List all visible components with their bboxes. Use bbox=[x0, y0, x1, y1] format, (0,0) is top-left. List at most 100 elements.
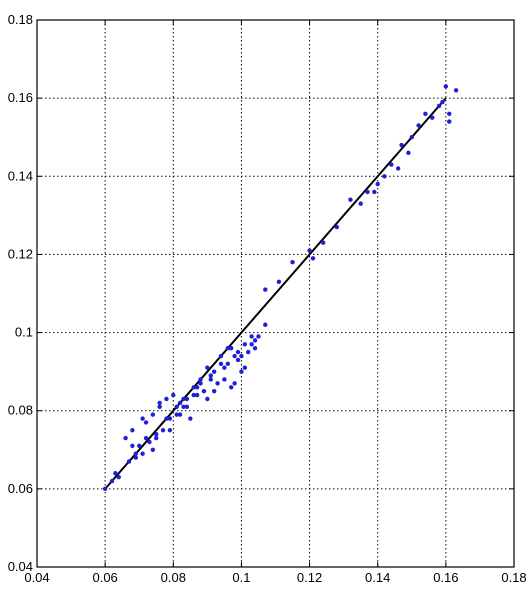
data-point bbox=[130, 428, 135, 433]
data-point bbox=[242, 365, 248, 370]
data-point bbox=[184, 396, 190, 402]
data-point bbox=[157, 400, 162, 406]
data-point bbox=[164, 416, 169, 421]
data-point bbox=[225, 361, 230, 367]
fit-line bbox=[104, 97, 447, 490]
data-point bbox=[430, 115, 435, 120]
data-points bbox=[102, 84, 459, 492]
data-point bbox=[242, 342, 248, 347]
data-point bbox=[126, 459, 132, 464]
x-tick-label: 0.16 bbox=[433, 570, 458, 585]
data-point bbox=[205, 396, 210, 402]
data-point bbox=[310, 256, 316, 261]
data-point bbox=[116, 474, 121, 480]
data-point bbox=[174, 412, 179, 417]
x-tick-label: 0.14 bbox=[365, 570, 390, 585]
data-point bbox=[109, 478, 115, 484]
data-point bbox=[372, 189, 377, 195]
data-point bbox=[177, 400, 183, 406]
data-point bbox=[440, 99, 445, 105]
y-axis-ticks: 0.04 0.06 0.08 0.1 0.12 0.14 0.16 0.18 bbox=[8, 12, 514, 574]
data-point bbox=[443, 84, 449, 89]
data-point bbox=[191, 392, 196, 398]
data-point bbox=[208, 377, 213, 382]
data-point bbox=[201, 388, 207, 394]
data-point bbox=[218, 361, 224, 367]
data-point bbox=[215, 381, 220, 386]
data-point bbox=[447, 111, 452, 116]
data-point bbox=[225, 346, 230, 351]
y-tick-label: 0.12 bbox=[8, 246, 33, 261]
data-point bbox=[147, 439, 152, 445]
data-point bbox=[130, 443, 135, 449]
data-point bbox=[171, 392, 176, 398]
data-point bbox=[222, 365, 227, 370]
data-point bbox=[252, 346, 258, 351]
data-point bbox=[382, 174, 387, 179]
data-point bbox=[208, 373, 213, 378]
data-point bbox=[194, 385, 200, 390]
data-point bbox=[321, 240, 326, 245]
data-point bbox=[252, 338, 258, 343]
data-point bbox=[188, 416, 193, 421]
x-tick-label: 0.08 bbox=[161, 570, 186, 585]
data-point bbox=[423, 111, 428, 116]
data-point bbox=[205, 365, 210, 370]
data-point bbox=[150, 447, 156, 452]
data-point bbox=[395, 166, 401, 171]
y-tick-label: 0.04 bbox=[8, 559, 33, 574]
data-point bbox=[150, 412, 156, 417]
grid-lines bbox=[37, 20, 514, 567]
data-point bbox=[167, 428, 173, 433]
y-tick-label: 0.16 bbox=[8, 90, 33, 105]
data-point bbox=[389, 162, 394, 167]
data-point bbox=[256, 334, 261, 339]
data-point bbox=[249, 342, 254, 347]
plot-frame bbox=[36, 19, 515, 568]
y-tick-label: 0.1 bbox=[15, 325, 33, 340]
data-point bbox=[436, 103, 442, 109]
data-point bbox=[416, 123, 421, 128]
y-tick-label: 0.18 bbox=[8, 12, 33, 27]
data-point bbox=[365, 189, 370, 195]
data-point bbox=[211, 369, 217, 374]
data-point bbox=[211, 388, 217, 394]
data-point bbox=[399, 142, 404, 148]
data-point bbox=[239, 353, 244, 359]
data-point bbox=[222, 377, 227, 382]
y-tick-label: 0.06 bbox=[8, 481, 33, 496]
data-point bbox=[239, 369, 244, 374]
y-tick-label: 0.14 bbox=[8, 168, 33, 183]
axes-box bbox=[36, 19, 515, 568]
data-point bbox=[334, 224, 340, 230]
data-point bbox=[447, 119, 452, 124]
data-point bbox=[276, 279, 282, 284]
data-point bbox=[229, 346, 234, 351]
x-tick-label: 0.18 bbox=[501, 570, 526, 585]
data-point bbox=[235, 357, 241, 363]
data-point bbox=[133, 455, 139, 460]
data-point bbox=[263, 287, 268, 292]
data-point bbox=[348, 197, 353, 202]
x-tick-label: 0.12 bbox=[297, 570, 322, 585]
fit-line-layer bbox=[104, 97, 447, 490]
data-point bbox=[143, 420, 149, 425]
data-point bbox=[102, 486, 108, 492]
data-point bbox=[453, 88, 459, 93]
data-point bbox=[409, 135, 414, 140]
x-axis-ticks: 0.04 0.06 0.08 0.1 0.12 0.14 0.16 0.18 bbox=[24, 20, 527, 585]
data-point bbox=[113, 471, 118, 476]
data-point bbox=[235, 349, 241, 355]
x-tick-label: 0.1 bbox=[232, 570, 250, 585]
y-tick-label: 0.08 bbox=[8, 403, 33, 418]
data-point bbox=[177, 412, 183, 417]
data-point bbox=[406, 150, 411, 156]
data-point bbox=[194, 392, 200, 398]
data-point bbox=[181, 404, 186, 410]
data-point bbox=[191, 385, 196, 390]
data-point bbox=[249, 334, 254, 339]
data-point bbox=[232, 353, 237, 359]
data-point bbox=[140, 451, 145, 456]
